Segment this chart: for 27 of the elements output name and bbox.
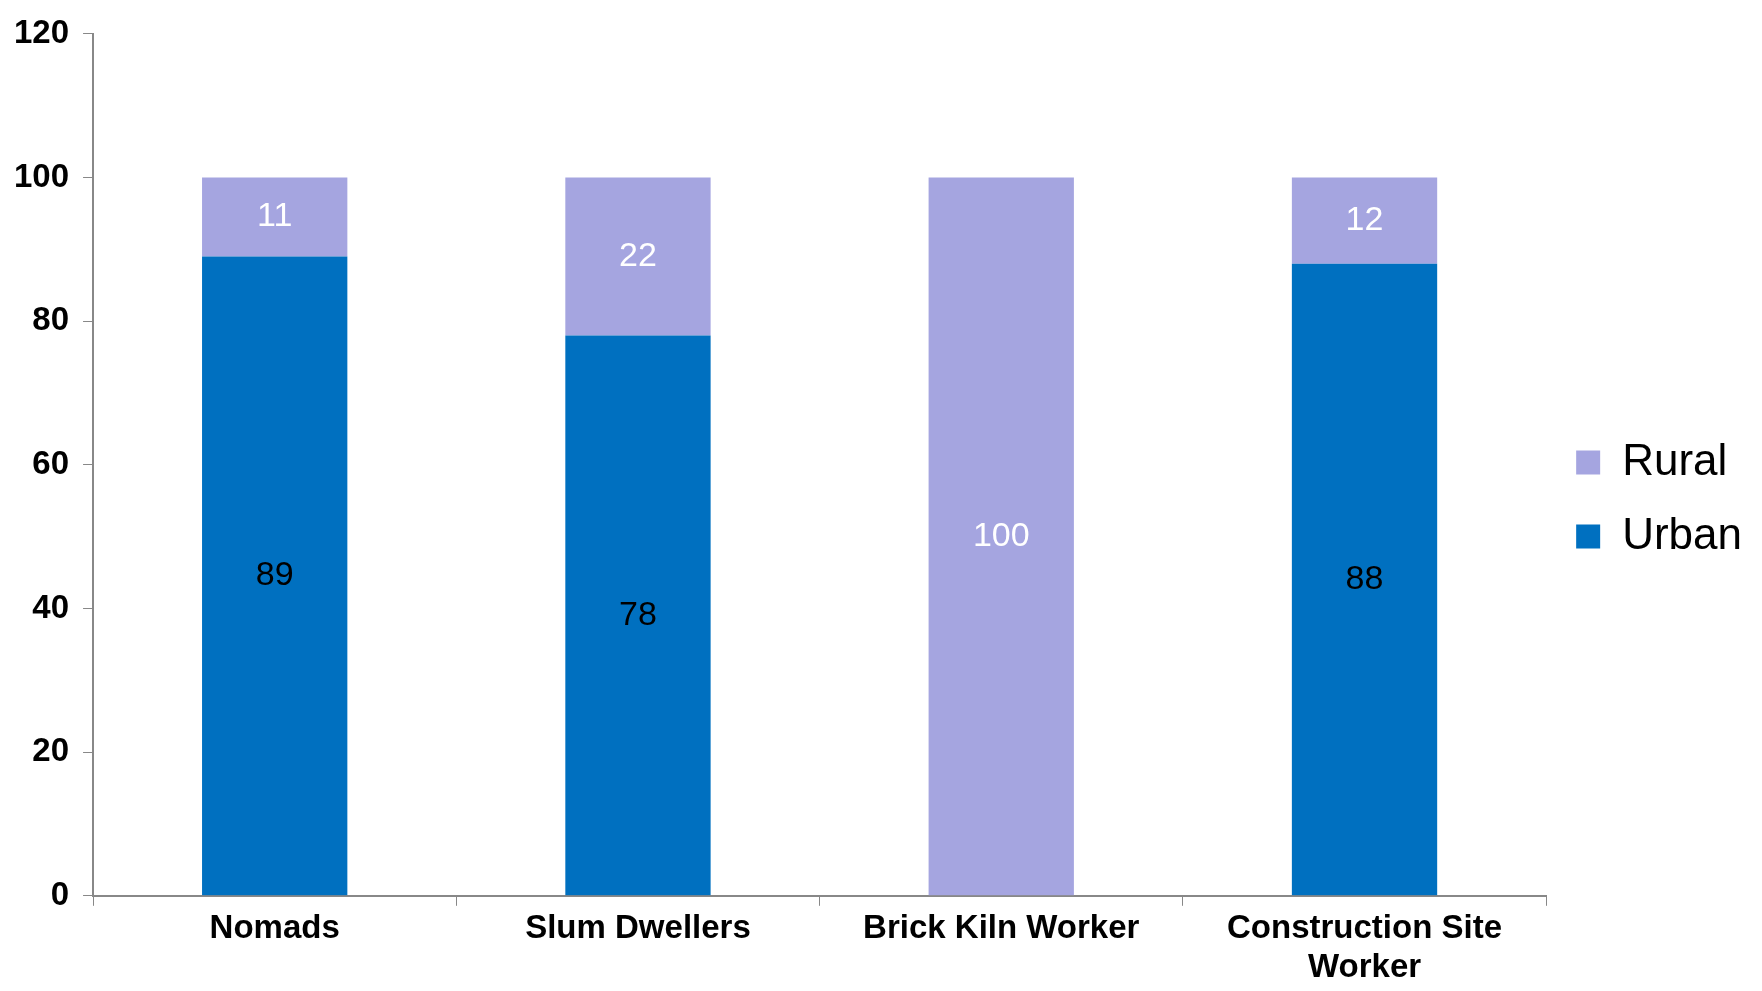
bar [565, 177, 711, 336]
bar [1291, 263, 1438, 896]
bar [202, 256, 348, 896]
y-tick-label: 120 [14, 12, 70, 50]
data-label: 12 [1345, 198, 1384, 237]
data-label: 78 [619, 593, 657, 632]
y-tick-label: 80 [32, 300, 70, 338]
x-tick-label: Nomads [209, 907, 340, 945]
y-tick-label: 20 [32, 731, 70, 769]
y-tick-label: 60 [32, 443, 70, 481]
x-tick-label: Brick Kiln Worker [863, 907, 1140, 945]
bar [1291, 177, 1438, 264]
bar [928, 177, 1074, 896]
bar [202, 177, 348, 257]
data-label: 100 [972, 514, 1030, 553]
data-label: 22 [619, 234, 657, 273]
data-label: 89 [255, 554, 294, 593]
x-tick-label: Construction Site Worker [1227, 907, 1503, 985]
x-tick-label: Slum Dwellers [525, 907, 751, 945]
y-tick-label: 40 [32, 587, 70, 625]
legend-label: Rural [1622, 434, 1728, 484]
data-label: 11 [257, 195, 293, 234]
bar [565, 335, 711, 896]
y-tick-label: 100 [14, 156, 70, 194]
data-label: 88 [1345, 557, 1384, 596]
legend-label: Urban [1622, 508, 1742, 558]
y-tick-label: 0 [50, 874, 70, 912]
